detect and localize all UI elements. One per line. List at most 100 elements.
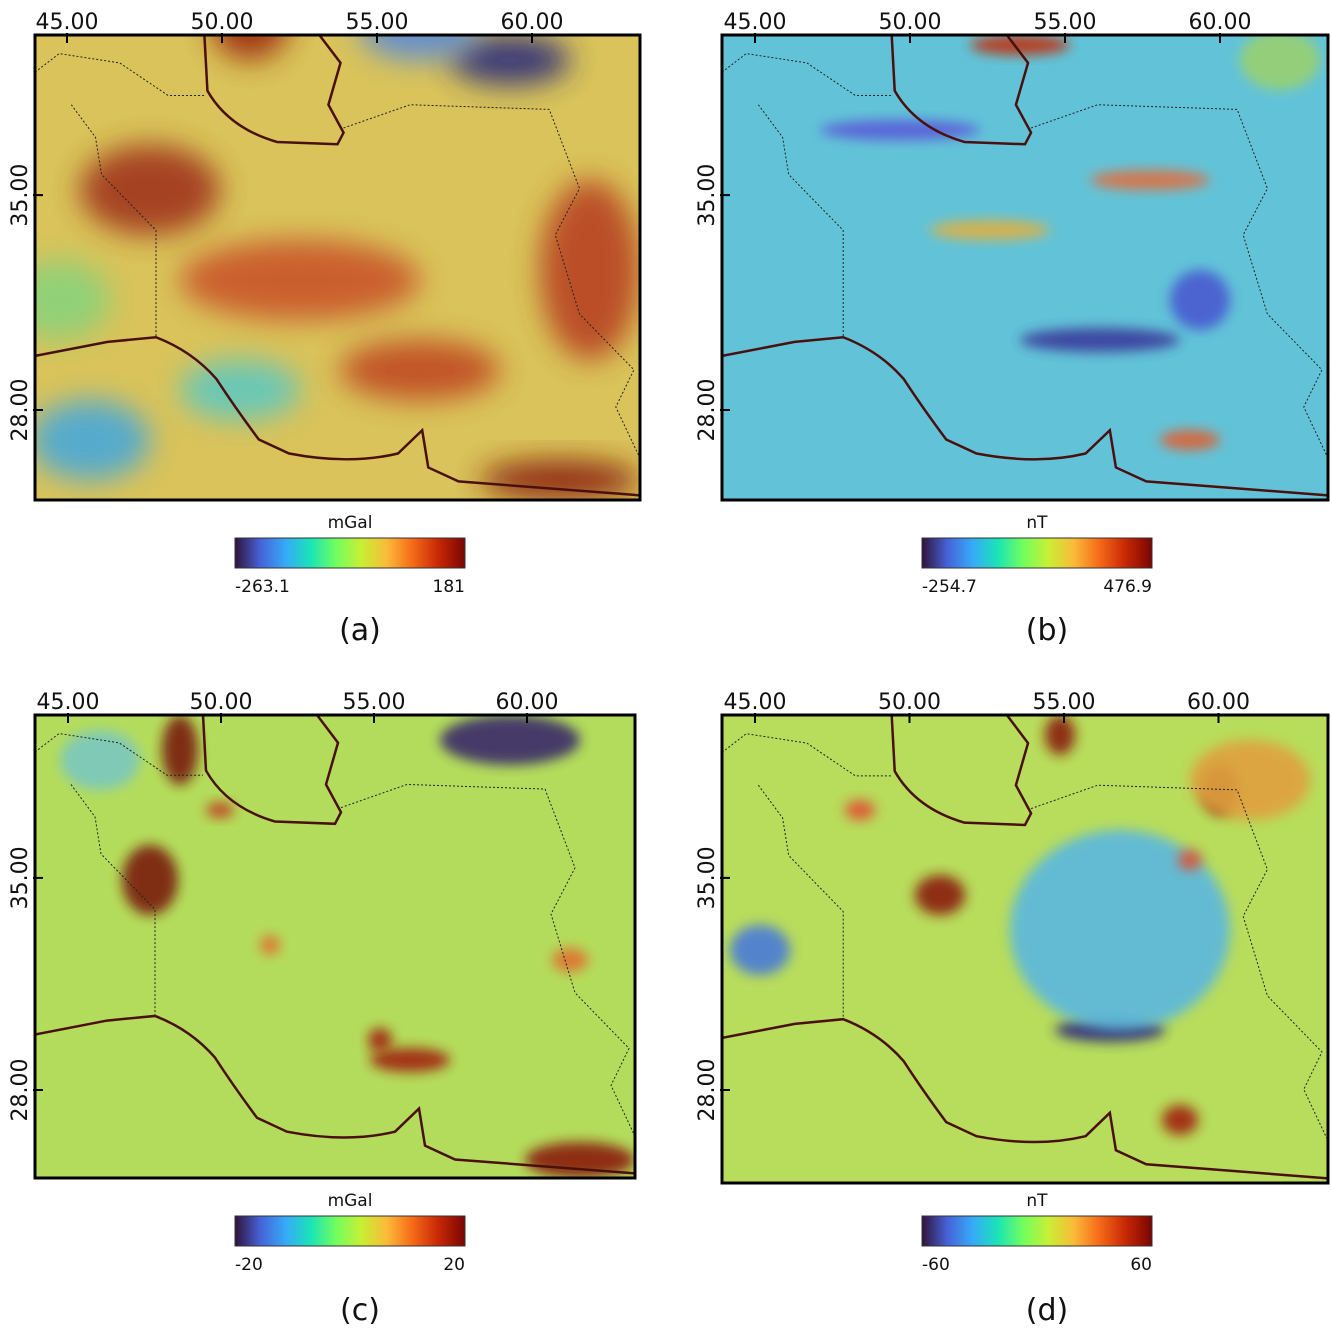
anomaly [1190, 740, 1310, 820]
map-frame [720, 33, 1330, 502]
x-tick-label: 55.00 [1034, 10, 1097, 35]
anomaly [212, 35, 288, 60]
anomaly [540, 180, 640, 360]
x-tick-label: 60.00 [1187, 690, 1250, 715]
anomaly [820, 120, 980, 140]
x-tick-label: 45.00 [36, 10, 99, 35]
x-tick-label: 50.00 [190, 690, 253, 715]
map-panel: 45.00 50.00 55.00 60.00 35.00 28.00 mGal -20 20 (… [8, 690, 637, 1328]
y-tick-label: 35.00 [8, 164, 33, 227]
panel-caption: (c) [340, 1293, 380, 1328]
x-tick-label: 50.00 [879, 10, 942, 35]
anomaly [360, 35, 480, 60]
colorbar-max: 20 [443, 1255, 465, 1275]
y-tick-label: 28.00 [695, 379, 720, 442]
coastline [722, 337, 1328, 495]
anomaly [1090, 170, 1210, 190]
anomaly [480, 460, 640, 500]
anomaly [730, 925, 790, 975]
anomaly [1162, 1105, 1198, 1135]
colorbar-max: 181 [433, 577, 465, 597]
coastline [722, 1019, 1328, 1178]
anomaly [970, 35, 1070, 55]
y-tick-label: 28.00 [8, 1059, 33, 1122]
map-frame [33, 713, 637, 1180]
border [35, 54, 640, 459]
anomaly [340, 340, 500, 400]
y-tick-label: 35.00 [695, 846, 720, 909]
x-tick-label: 55.00 [346, 10, 409, 35]
anomaly [122, 845, 178, 915]
colorbar [921, 537, 1153, 569]
colorbar-unit: mGal [328, 513, 373, 533]
anomaly [1010, 830, 1230, 1030]
map-background [35, 715, 635, 1178]
x-tick-label: 60.00 [501, 10, 564, 35]
map-background [722, 35, 1328, 500]
colorbar-unit: mGal [328, 1191, 373, 1211]
anomaly [35, 260, 110, 340]
coastline [892, 35, 1031, 144]
map-frame [720, 713, 1330, 1185]
y-tick-label: 35.00 [695, 164, 720, 227]
colorbar [921, 1215, 1153, 1247]
map-panel: 45.00 50.00 55.00 60.00 35.00 28.00 nT -254.7 47… [695, 10, 1330, 648]
anomaly [368, 1028, 392, 1052]
anomaly [80, 145, 220, 235]
colorbar [234, 1215, 466, 1247]
anomaly [525, 1142, 635, 1178]
panel-caption: (a) [339, 613, 381, 648]
colorbar-min: -60 [922, 1255, 950, 1275]
x-tick-label: 50.00 [191, 10, 254, 35]
x-tick-label: 55.00 [1033, 690, 1096, 715]
border [722, 734, 1328, 1141]
coastline [204, 35, 343, 144]
anomaly [930, 220, 1050, 240]
x-tick-label: 45.00 [724, 10, 787, 35]
anomaly [206, 802, 234, 818]
anomaly [180, 240, 420, 320]
colorbar-min: -263.1 [235, 577, 290, 597]
anomaly [370, 1048, 450, 1072]
y-tick-label: 35.00 [8, 846, 33, 909]
coastline [35, 1016, 635, 1173]
y-tick-label: 28.00 [8, 379, 33, 442]
colorbar-unit: nT [1026, 513, 1048, 533]
x-tick-label: 55.00 [343, 690, 406, 715]
colorbar [234, 537, 466, 569]
anomaly [35, 400, 150, 480]
border [722, 54, 1328, 459]
anomaly [450, 35, 570, 85]
x-tick-label: 50.00 [878, 690, 941, 715]
panel-caption: (d) [1026, 1293, 1068, 1328]
colorbar-min: -254.7 [922, 577, 977, 597]
anomaly [180, 360, 300, 420]
x-tick-label: 60.00 [1189, 10, 1252, 35]
anomaly [1178, 850, 1202, 870]
map-frame [33, 33, 642, 502]
coastline [35, 337, 640, 495]
map-panel: 45.00 50.00 55.00 60.00 35.00 28.00 nT -60 60 (d) [695, 690, 1330, 1328]
anomaly [162, 715, 198, 785]
map-panel: 45.00 50.00 55.00 60.00 35.00 28.00 mGal -263.1… [8, 10, 642, 648]
panel-caption: (b) [1026, 613, 1068, 648]
coastline [203, 715, 341, 824]
map-raster [35, 35, 640, 500]
x-tick-label: 60.00 [496, 690, 559, 715]
anomaly [915, 875, 965, 915]
map-raster [722, 35, 1328, 500]
anomaly [1170, 270, 1230, 330]
anomaly [260, 935, 280, 955]
anomaly [60, 730, 140, 790]
anomaly [1020, 328, 1180, 352]
x-tick-label: 45.00 [724, 690, 787, 715]
anomaly [552, 948, 588, 972]
anomaly [1160, 430, 1220, 450]
anomaly [845, 800, 875, 820]
coastline [892, 715, 1031, 825]
border [35, 734, 635, 1137]
colorbar-max: 476.9 [1103, 577, 1152, 597]
colorbar-unit: nT [1026, 1191, 1048, 1211]
anomaly [440, 715, 580, 765]
